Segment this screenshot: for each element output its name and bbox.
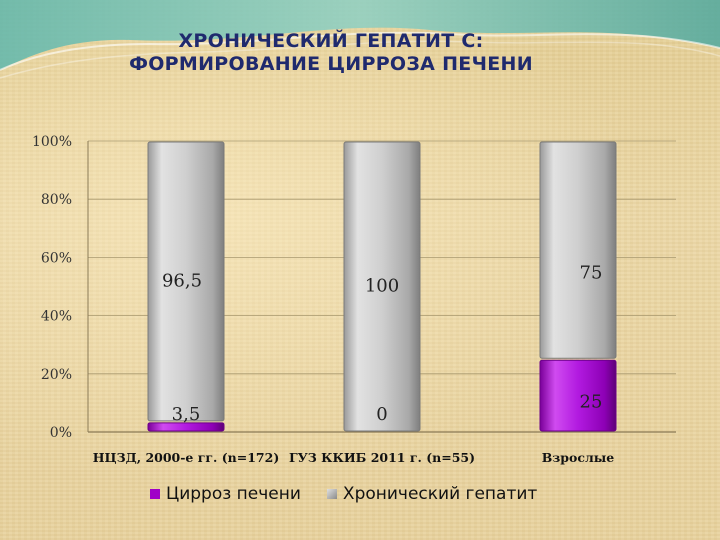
legend-item-cirrhosis: Цирроз печени xyxy=(150,484,301,504)
title-line-1: ХРОНИЧЕСКИЙ ГЕПАТИТ С: xyxy=(178,30,484,52)
category-label: ГУЗ ККИБ 2011 г. (n=55) xyxy=(289,450,475,465)
bar-segment-cirrhosis xyxy=(147,422,225,432)
y-tick-label: 100% xyxy=(32,134,72,150)
top-wave-decoration xyxy=(0,0,720,79)
bar-segment-hepatitis xyxy=(147,141,225,422)
bar-segment-hepatitis xyxy=(343,141,421,432)
y-tick-label: 60% xyxy=(41,250,72,266)
y-tick-label: 20% xyxy=(41,367,72,383)
data-label: 3,5 xyxy=(172,404,201,425)
y-tick-label: 80% xyxy=(41,192,72,208)
bar-segment-cirrhosis xyxy=(539,359,617,432)
y-tick-label: 40% xyxy=(41,309,72,325)
data-label: 25 xyxy=(580,392,603,413)
category-labels: НЦЗД, 2000-е гг. (n=172) ГУЗ ККИБ 2011 г.… xyxy=(93,450,615,465)
data-label: 96,5 xyxy=(162,270,202,291)
bars xyxy=(147,141,617,432)
data-labels: 3,5 96,5 0 100 25 75 xyxy=(162,262,602,425)
y-axis-ticks: 0% 20% 40% 60% 80% 100% xyxy=(32,134,72,441)
y-tick-label: 0% xyxy=(50,425,72,441)
legend-swatch-hepatitis xyxy=(326,489,337,499)
slide-title: ХРОНИЧЕСКИЙ ГЕПАТИТ С: ФОРМИРОВАНИЕ ЦИРР… xyxy=(96,30,566,76)
legend-swatch-cirrhosis xyxy=(150,489,160,499)
data-label: 75 xyxy=(580,262,603,283)
data-label: 100 xyxy=(365,276,399,297)
category-label: Взрослые xyxy=(542,450,615,465)
data-label: 0 xyxy=(376,404,387,425)
title-line-2: ФОРМИРОВАНИЕ ЦИРРОЗА ПЕЧЕНИ xyxy=(129,53,533,75)
category-label: НЦЗД, 2000-е гг. (n=172) xyxy=(93,450,280,465)
legend-label-cirrhosis: Цирроз печени xyxy=(166,484,301,504)
bar-segment-hepatitis xyxy=(539,141,617,359)
legend-label-hepatitis: Хронический гепатит xyxy=(342,484,538,504)
legend: Цирроз печени Хронический гепатит xyxy=(150,484,537,504)
legend-item-hepatitis: Хронический гепатит xyxy=(326,484,538,504)
